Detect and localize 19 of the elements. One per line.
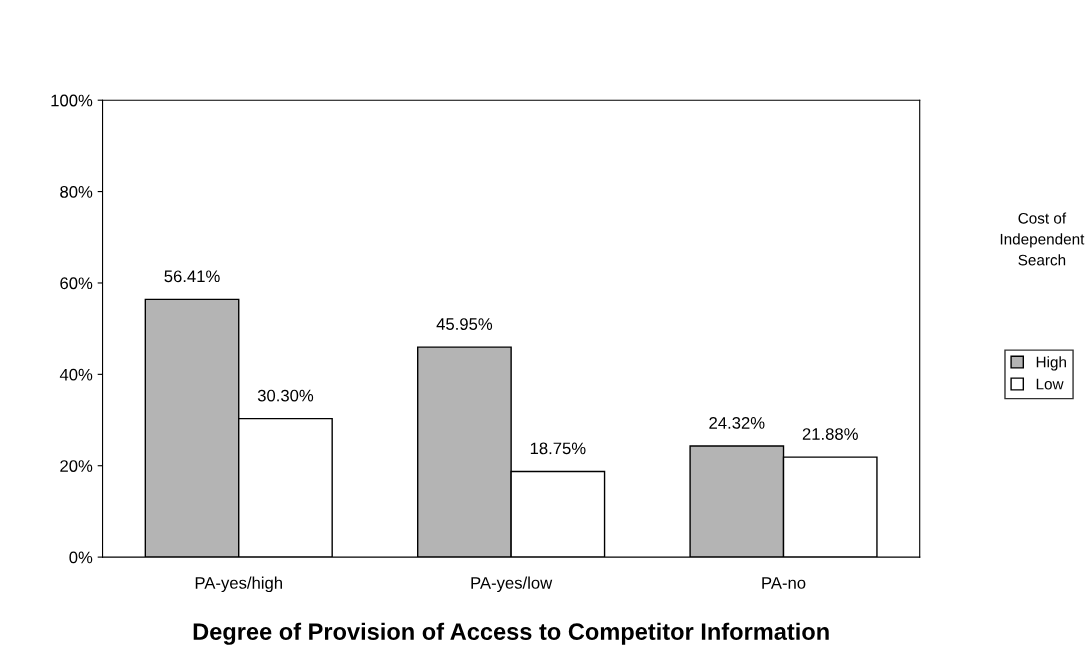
x-tick-label: PA-yes/high bbox=[195, 576, 282, 593]
data-label: 56.41% bbox=[164, 270, 220, 283]
y-tick-label: 60% bbox=[60, 277, 93, 290]
y-tick-label: 100% bbox=[51, 94, 93, 107]
y-tick-label: 0% bbox=[69, 551, 93, 564]
x-tick-label: PA-yes/low bbox=[471, 576, 553, 593]
legend-label: Low bbox=[1036, 378, 1064, 390]
x-axis-title: Degree of Provision of Access to Competitor Information bbox=[193, 622, 829, 645]
x-tick-label: PA-no bbox=[762, 577, 806, 589]
data-label: 45.95% bbox=[436, 318, 493, 330]
data-label: 24.32% bbox=[709, 417, 765, 429]
data-label: 18.75% bbox=[530, 442, 586, 455]
data-label: 30.30% bbox=[257, 389, 314, 402]
y-tick-label: 40% bbox=[59, 368, 93, 381]
y-tick-label: 80% bbox=[60, 185, 93, 198]
legend-title: Cost of Independent Search bbox=[1000, 212, 1085, 266]
data-label: 21.88% bbox=[802, 428, 858, 440]
y-tick-label: 20% bbox=[60, 460, 93, 472]
legend-label: High bbox=[1036, 356, 1066, 371]
